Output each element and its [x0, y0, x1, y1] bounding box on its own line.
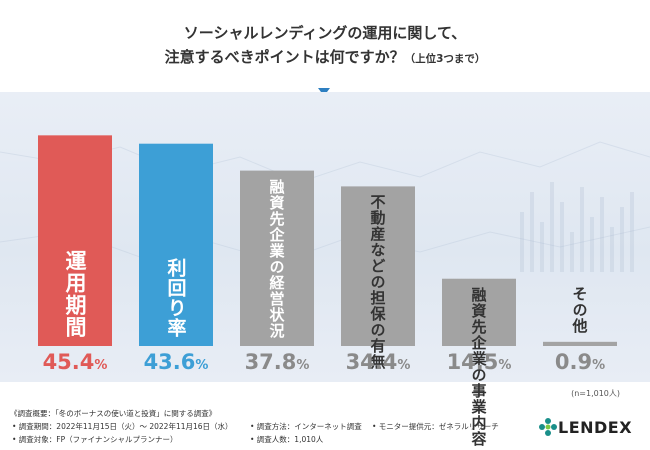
bar-value-label: 43.6% [131, 350, 221, 374]
survey-target: • 調査対象：FP（ファイナンシャルプランナー） [12, 435, 178, 444]
survey-method: • 調査方法：インターネット調査 [250, 422, 362, 431]
bar-value-number: 14.5 [446, 350, 499, 374]
survey-period: • 調査期間：2022年11月15日（火）～ 2022年11月16日（水） [12, 422, 233, 431]
chart-title-main: 注意するべきポイントは何ですか？ [164, 48, 405, 66]
bar-value-label: 14.5% [434, 350, 524, 374]
survey-provider: • モニター提供元：ゼネラルリサーチ [372, 422, 499, 431]
bar-5 [442, 278, 516, 346]
chart-header: ソーシャルレンディングの運用に関して、 注意するべきポイントは何ですか？（上位3… [0, 0, 650, 90]
bar-chart [38, 135, 617, 346]
lendex-logo-icon [539, 418, 557, 436]
bar-6 [543, 341, 617, 346]
background-decoration [0, 141, 650, 272]
bar-value-number: 0.9 [554, 350, 593, 374]
bar-value-unit: % [195, 358, 209, 373]
chart-plot-area [0, 92, 650, 382]
bar-category-label: 不動産などの担保の有無 [368, 194, 387, 371]
bar-value-unit: % [498, 358, 512, 373]
survey-overview: 《調査概要：「冬のボーナスの使い道と投資」に関する調査》 [10, 409, 217, 418]
bar-1 [38, 135, 112, 346]
bar-category-label: その他 [570, 286, 589, 334]
bar-category-label: 融資先企業の事業内容 [469, 286, 488, 447]
bar-3 [240, 170, 314, 346]
bar-value-unit: % [296, 358, 310, 373]
bar-value-number: 43.6 [143, 350, 196, 374]
bar-value-label: 45.4% [30, 350, 120, 374]
chart-title-line2: 注意するべきポイントは何ですか？（上位3つまで） [0, 46, 650, 67]
lendex-logo-text: LENDEX [558, 418, 633, 437]
bar-category-label: 融資先企業の経営状況 [267, 178, 286, 339]
bar-2 [139, 143, 213, 346]
bar-value-number: 34.4 [345, 350, 398, 374]
bar-value-unit: % [397, 358, 411, 373]
survey-count: • 調査人数：1,010人 [250, 435, 324, 444]
bar-value-number: 37.8 [244, 350, 297, 374]
chart-title-sub: （上位3つまで） [404, 53, 486, 65]
bar-4 [341, 186, 415, 346]
sample-size-note: (n=1,010人) [571, 389, 620, 398]
bar-value-unit: % [94, 358, 108, 373]
bar-category-label: 利回り率 [164, 258, 187, 338]
bar-value-number: 45.4 [42, 350, 95, 374]
survey-footer: 《調査概要：「冬のボーナスの使い道と投資」に関する調査》 • 調査期間：2022… [0, 402, 650, 450]
bar-value-label: 0.9% [535, 350, 625, 374]
bar-value-label: 37.8% [232, 350, 322, 374]
bar-value-unit: % [592, 358, 606, 373]
chart-title-line1: ソーシャルレンディングの運用に関して、 [183, 24, 467, 42]
bar-category-label: 運用期間 [63, 250, 87, 338]
bar-value-label: 34.4% [333, 350, 423, 374]
